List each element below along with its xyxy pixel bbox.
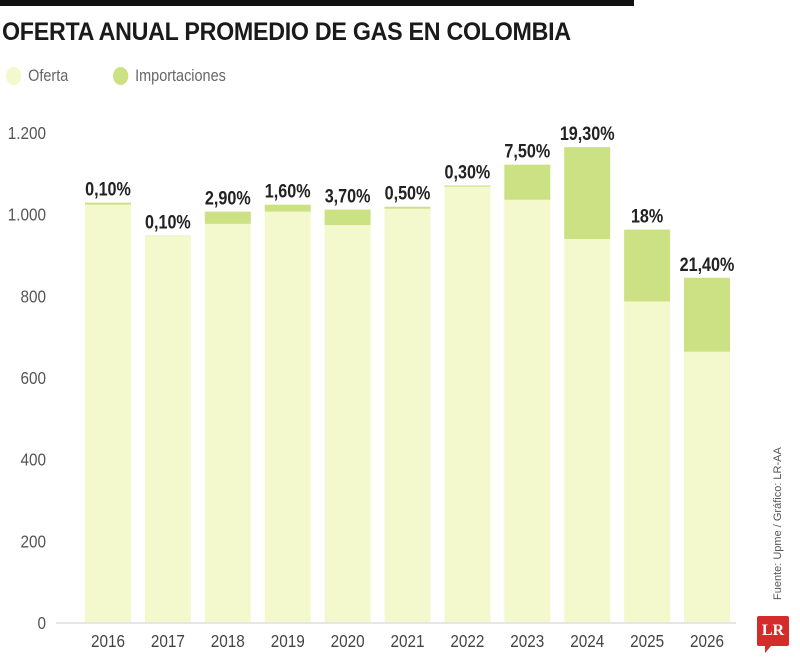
top-rule bbox=[0, 0, 634, 6]
x-tick-label: 2016 bbox=[91, 631, 125, 651]
y-tick-label: 1.200 bbox=[8, 123, 46, 143]
bar-oferta-2019 bbox=[264, 211, 311, 622]
y-tick-label: 0 bbox=[37, 613, 46, 633]
bar-importaciones-2026 bbox=[684, 277, 730, 352]
y-tick-label: 200 bbox=[20, 531, 46, 551]
bar-importaciones-2018 bbox=[204, 211, 251, 224]
bar-oferta-2018 bbox=[204, 223, 251, 622]
bar-importaciones-2021 bbox=[384, 206, 431, 209]
bar-importaciones-2024 bbox=[564, 147, 611, 239]
bar-importaciones-2023 bbox=[504, 164, 551, 200]
legend-swatch-importaciones bbox=[113, 67, 129, 85]
x-tick-label: 2026 bbox=[690, 631, 724, 651]
data-label-2022: 0,30% bbox=[445, 161, 491, 183]
data-label-2026: 21,40% bbox=[680, 254, 735, 276]
data-label-2018: 2,90% bbox=[205, 187, 251, 209]
y-tick-label: 600 bbox=[20, 368, 46, 388]
data-label-2023: 7,50% bbox=[504, 140, 550, 162]
data-label-2017: 0,10% bbox=[145, 211, 191, 233]
x-tick-label: 2025 bbox=[630, 631, 664, 651]
legend-label: Oferta bbox=[28, 66, 69, 85]
data-label-2021: 0,50% bbox=[385, 182, 431, 204]
bar-oferta-2020 bbox=[324, 225, 371, 622]
x-tick-label: 2017 bbox=[151, 631, 185, 651]
bar-oferta-2025 bbox=[624, 301, 671, 622]
bar-oferta-2022 bbox=[444, 186, 491, 622]
bar-importaciones-2016 bbox=[85, 202, 131, 205]
x-tick-label: 2019 bbox=[271, 631, 305, 651]
bar-importaciones-2019 bbox=[264, 204, 311, 212]
source-note: Fuente: Upme / Gráfico: LR-AA bbox=[772, 447, 784, 600]
bar-oferta-2016 bbox=[85, 204, 131, 622]
bar-importaciones-2025 bbox=[624, 229, 671, 302]
x-tick-label: 2023 bbox=[510, 631, 544, 651]
data-label-2020: 3,70% bbox=[325, 185, 371, 207]
x-tick-label: 2022 bbox=[450, 631, 484, 651]
bar-oferta-2023 bbox=[504, 199, 551, 623]
x-tick-label: 2021 bbox=[390, 631, 424, 651]
lr-logo: LR bbox=[757, 616, 789, 653]
legend-item-oferta: Oferta bbox=[6, 66, 68, 86]
bar-oferta-2021 bbox=[384, 208, 431, 622]
legend-item-importaciones: Importaciones bbox=[113, 66, 226, 86]
bar-oferta-2017 bbox=[144, 236, 191, 622]
x-tick-label: 2018 bbox=[211, 631, 245, 651]
chart-title: OFERTA ANUAL PROMEDIO DE GAS EN COLOMBIA bbox=[2, 18, 571, 46]
data-label-2024: 19,30% bbox=[560, 123, 615, 145]
y-tick-label: 800 bbox=[20, 286, 46, 306]
y-tick-label: 400 bbox=[20, 450, 46, 470]
data-label-2019: 1,60% bbox=[265, 180, 311, 202]
bar-oferta-2024 bbox=[564, 238, 611, 622]
bar-oferta-2026 bbox=[684, 351, 730, 622]
y-tick-label: 1.000 bbox=[8, 205, 46, 225]
bar-importaciones-2022 bbox=[444, 185, 491, 187]
legend-label: Importaciones bbox=[135, 66, 227, 85]
x-tick-label: 2020 bbox=[331, 631, 365, 651]
legend-swatch-oferta bbox=[6, 67, 22, 85]
data-label-2016: 0,10% bbox=[85, 178, 131, 200]
bar-importaciones-2020 bbox=[324, 209, 371, 226]
legend: Oferta Importaciones bbox=[6, 66, 246, 86]
x-tick-label: 2024 bbox=[570, 631, 604, 651]
data-label-2025: 18% bbox=[631, 205, 664, 227]
